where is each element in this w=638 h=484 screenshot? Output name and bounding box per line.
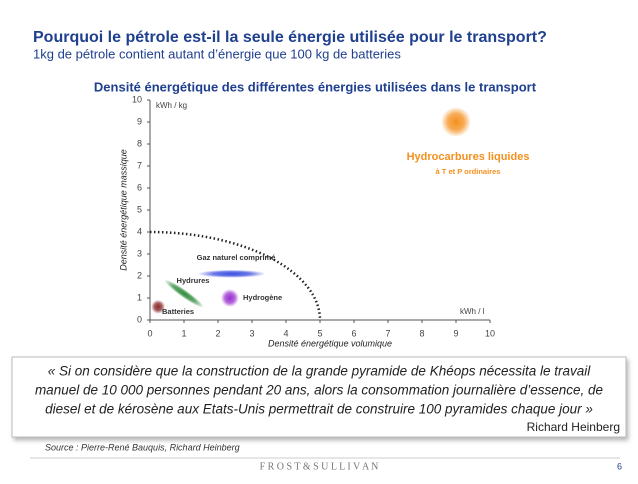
point-label: Hydrures	[177, 276, 210, 285]
x-tick-label: 9	[453, 328, 458, 338]
data-point	[441, 107, 471, 137]
y-tick-label: 7	[137, 160, 142, 170]
y-tick-label: 3	[137, 248, 142, 258]
plot: 0 1 2 3 4 5 6 7 8 9 10 0 1 2 3 4 5 6 7 8 9 10 kWh / kg kWh / l D…	[118, 94, 529, 348]
quote-line: manuel de 10 000 personnes pendant 20 an…	[35, 383, 603, 398]
point-label: Batteries	[162, 307, 194, 316]
x-tick-label: 10	[485, 328, 495, 338]
page-number: 6	[617, 461, 622, 471]
boundary-curve	[149, 230, 322, 321]
point-label: Hydrocarbures liquides	[407, 151, 530, 163]
x-tick-label: 7	[385, 328, 390, 338]
data-point	[220, 289, 239, 307]
y-tick-label: 2	[137, 270, 142, 280]
x-tick-label: 0	[147, 328, 152, 338]
chart-title: Densité énergétique des différentes éner…	[94, 79, 537, 94]
x-tick-label: 8	[419, 328, 424, 338]
source: Source : Pierre-René Bauquis, Richard He…	[45, 442, 240, 452]
point-note: à T et P ordinaires	[436, 167, 501, 176]
quote-box	[11, 356, 627, 438]
x-tick-label: 3	[249, 328, 254, 338]
y-tick-label: 10	[132, 94, 142, 104]
data-point	[197, 269, 266, 278]
y-tick-label: 6	[137, 182, 142, 192]
x-tick-label: 4	[283, 328, 288, 338]
quote-line: « Si on considère que la construction de…	[48, 364, 592, 379]
data-point	[151, 299, 166, 314]
x-tick-label: 1	[181, 328, 186, 338]
x-tick-label: 5	[317, 328, 322, 338]
y-tick-label: 4	[137, 226, 142, 236]
y-tick-label: 5	[137, 204, 142, 214]
brand: F R O S T & S U L L I V A N	[260, 461, 379, 472]
x-unit: kWh / l	[460, 307, 485, 316]
y-unit: kWh / kg	[156, 101, 187, 110]
point-label: Hydrogène	[243, 293, 282, 302]
quote-author: Richard Heinberg	[527, 420, 620, 434]
y-tick-label: 9	[137, 116, 142, 126]
x-tick-label: 2	[215, 328, 220, 338]
y-tick-label: 8	[137, 138, 142, 148]
data-point	[164, 279, 204, 308]
y-tick-label: 1	[137, 292, 142, 302]
slide-title: Pourquoi le pétrole est-il la seule éner…	[33, 29, 547, 46]
x-label: Densité énergétique volumique	[268, 338, 392, 348]
x-tick-label: 6	[351, 328, 356, 338]
y-tick-label: 0	[137, 314, 142, 324]
quote-line: diesel et de kérosène aux Etats-Unis per…	[45, 402, 593, 417]
y-label: Densité énergétique massique	[118, 149, 128, 271]
slide-subtitle: 1kg de pétrole contient autant d’énergie…	[33, 46, 401, 61]
point-label: Gaz naturel comprimé	[197, 253, 276, 262]
